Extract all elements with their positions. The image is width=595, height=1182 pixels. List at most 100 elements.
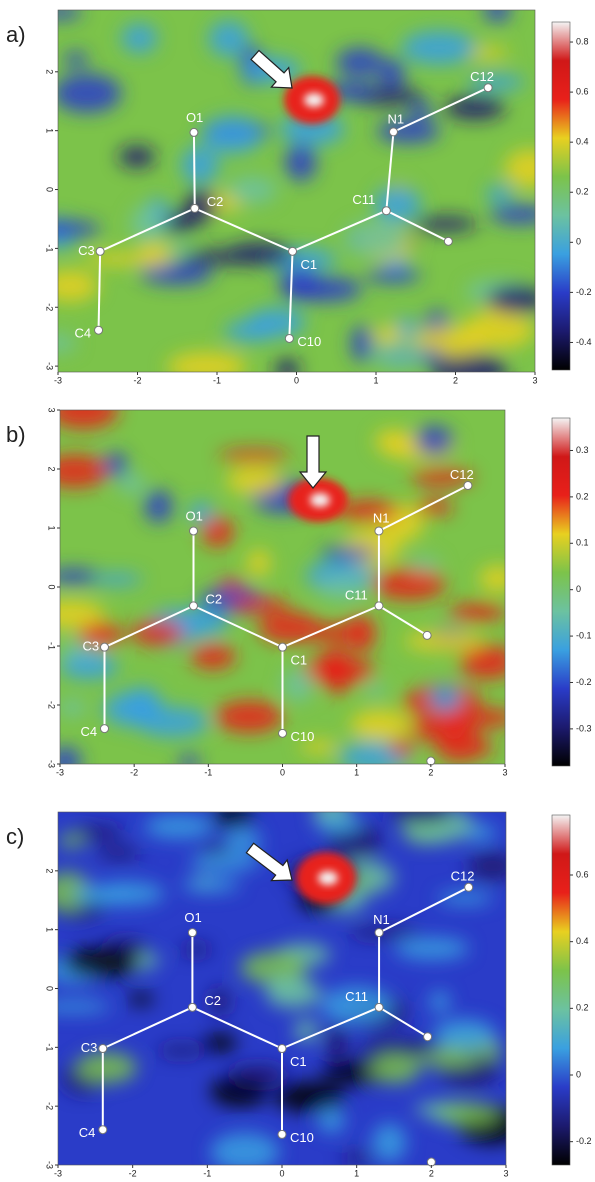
- atom-label: C2: [207, 194, 224, 209]
- y-tick-label: 0: [47, 584, 57, 589]
- density-blob: [94, 882, 164, 905]
- atom: [389, 128, 397, 136]
- density-blob: [203, 1034, 238, 1053]
- atom: [96, 247, 104, 255]
- density-blob: [63, 52, 88, 67]
- colorbar-labels: -0.4-0.200.20.40.60.8: [576, 36, 592, 346]
- density-blob: [144, 490, 172, 523]
- colorbar-tick-label: -0.4: [576, 337, 592, 347]
- density-blob: [429, 684, 461, 712]
- atom: [278, 1045, 286, 1053]
- atom-label: C1: [291, 653, 308, 668]
- density-blob: [121, 23, 157, 53]
- x-tick-label: 3: [502, 767, 507, 777]
- density-blob: [215, 700, 282, 732]
- density-blob: [97, 847, 141, 860]
- density-blob: [336, 48, 383, 77]
- x-tick-label: 2: [453, 375, 458, 385]
- density-blob: [430, 991, 450, 1013]
- density-blob: [377, 119, 441, 143]
- atom-label: O1: [184, 910, 201, 925]
- colorbar-tick-label: 0.1: [576, 538, 589, 548]
- density-blob: [317, 1108, 345, 1133]
- atom: [95, 326, 103, 334]
- colorbar-tick-label: 0.2: [576, 187, 589, 197]
- density-blob: [282, 668, 313, 703]
- atom: [375, 602, 383, 610]
- density-blob: [403, 694, 426, 712]
- density-blob: [479, 565, 516, 592]
- colorbar-tick-label: -0.2: [576, 1136, 592, 1146]
- x-tick-label: 2: [429, 1168, 434, 1178]
- colorbar-tick-label: 0.2: [576, 1003, 589, 1013]
- density-blob: [341, 1152, 373, 1164]
- y-tick-label: 0: [45, 187, 55, 192]
- colorbar-labels: -0.200.20.40.6: [576, 869, 592, 1146]
- atom-label: C12: [470, 69, 494, 84]
- panel-label: c): [6, 824, 24, 849]
- atom-label: C3: [81, 1040, 98, 1055]
- density-blob: [366, 1039, 443, 1052]
- y-tick-label: 2: [45, 69, 55, 74]
- atom-label: C3: [83, 639, 100, 654]
- density-blob: [416, 1052, 480, 1067]
- atom-label: C11: [345, 989, 368, 1004]
- density-blob: [365, 268, 421, 283]
- atom: [285, 334, 293, 342]
- atom: [190, 602, 198, 610]
- atom-label: C11: [345, 587, 368, 602]
- density-blob: [118, 473, 145, 494]
- density-blob: [53, 74, 121, 113]
- peak-center: [310, 493, 330, 507]
- density-blob: [128, 993, 154, 1006]
- density-blob: [42, 270, 98, 302]
- atom-label: C10: [291, 729, 315, 744]
- density-blob: [137, 242, 172, 267]
- atom-label: N1: [387, 111, 404, 126]
- density-blob: [226, 467, 282, 495]
- density-blob: [467, 851, 518, 881]
- density-blob: [130, 621, 184, 645]
- atom: [279, 729, 287, 737]
- atom: [484, 84, 492, 92]
- density-blob: [279, 268, 321, 301]
- density-blob: [486, 185, 513, 203]
- density-blob: [505, 149, 554, 188]
- colorbar-tick-label: -0.2: [576, 287, 592, 297]
- y-tick-label: -3: [47, 760, 57, 768]
- density-blob: [63, 947, 139, 978]
- x-tick-label: -1: [203, 1168, 211, 1178]
- y-tick-label: 3: [47, 407, 57, 412]
- atom-label: C4: [75, 326, 92, 341]
- colorbar-tick-label: 0.4: [576, 137, 589, 147]
- density-blob: [326, 1024, 348, 1062]
- atom-label: C2: [204, 993, 221, 1008]
- bond: [194, 132, 195, 208]
- colorbar-tick-label: 0.2: [576, 491, 589, 501]
- colorbar-tick-label: 0.6: [576, 869, 589, 879]
- x-tick-label: 0: [279, 1168, 284, 1178]
- atom: [190, 128, 198, 136]
- figure: C12N1C11C1C10C2O1C3C4-3-2-10123-3-2-1012…: [0, 0, 595, 1182]
- density-blob: [346, 614, 375, 652]
- atom-label: C2: [206, 591, 223, 606]
- colorbar-tick-label: 0: [576, 1069, 581, 1079]
- density-blob: [460, 645, 516, 679]
- density-blob: [434, 1103, 498, 1124]
- atom: [423, 631, 431, 639]
- colorbar-tick-label: 0: [576, 237, 581, 247]
- atom-label: C10: [297, 334, 321, 349]
- atom-label: C1: [290, 1054, 307, 1069]
- density-blob: [229, 598, 289, 613]
- atom-label: C12: [451, 869, 475, 884]
- x-tick-label: 3: [503, 1168, 508, 1178]
- atom: [464, 482, 472, 490]
- atom-label: C10: [290, 1130, 314, 1145]
- density-blob: [401, 30, 476, 64]
- colorbar-tick-label: -0.1: [576, 630, 592, 640]
- density-blob: [320, 546, 378, 559]
- density-blob: [59, 698, 86, 717]
- x-tick-label: 1: [354, 767, 359, 777]
- x-tick-label: 3: [532, 375, 537, 385]
- density-blob: [490, 205, 551, 224]
